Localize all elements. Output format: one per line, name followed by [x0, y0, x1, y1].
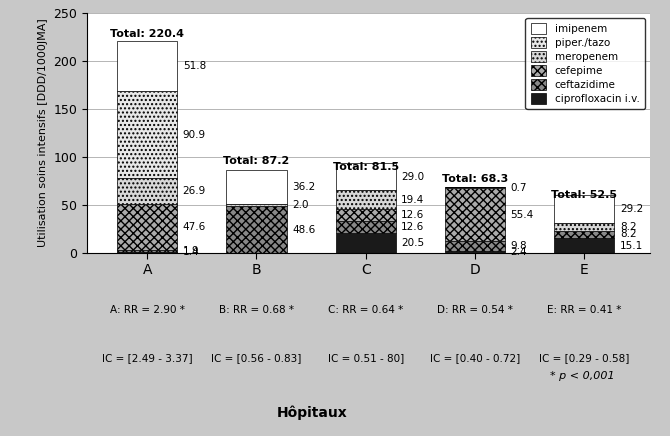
Text: * p < 0,001: * p < 0,001	[550, 371, 614, 381]
Bar	[445, 251, 505, 253]
Text: IC = 0.51 - 80]: IC = 0.51 - 80]	[328, 353, 404, 363]
Bar	[226, 206, 287, 253]
Text: 1.9: 1.9	[183, 245, 200, 255]
Text: 26.9: 26.9	[183, 186, 206, 196]
Text: Total: 68.3: Total: 68.3	[442, 174, 508, 184]
Y-axis label: Utilisation soins intensifs [DDD/1000JMA]: Utilisation soins intensifs [DDD/1000JMA…	[38, 19, 48, 247]
Text: Total: 87.2: Total: 87.2	[223, 157, 289, 167]
Text: 2.0: 2.0	[292, 200, 308, 210]
Text: Total: 81.5: Total: 81.5	[333, 162, 399, 172]
Text: 8.2: 8.2	[620, 221, 636, 232]
Text: A: RR = 2.90 *: A: RR = 2.90 *	[110, 305, 185, 315]
Bar	[336, 221, 396, 233]
Bar	[554, 238, 614, 253]
Text: 1.4: 1.4	[183, 247, 200, 257]
Bar	[117, 204, 178, 250]
Text: 55.4: 55.4	[511, 210, 534, 220]
Text: 12.6: 12.6	[401, 222, 425, 232]
Text: IC = [0.56 - 0.83]: IC = [0.56 - 0.83]	[211, 353, 302, 363]
Text: Hôpitaux: Hôpitaux	[277, 405, 348, 420]
Bar	[554, 223, 614, 231]
Bar	[336, 233, 396, 253]
Text: 48.6: 48.6	[292, 225, 316, 235]
Text: IC = [0.40 - 0.72]: IC = [0.40 - 0.72]	[430, 353, 520, 363]
Text: 90.9: 90.9	[183, 129, 206, 140]
Text: 29.2: 29.2	[620, 204, 643, 214]
Text: 0.7: 0.7	[511, 183, 527, 193]
Text: 9.8: 9.8	[511, 241, 527, 251]
Bar	[336, 209, 396, 221]
Bar	[554, 231, 614, 238]
Text: B: RR = 0.68 *: B: RR = 0.68 *	[219, 305, 294, 315]
Text: Total: 220.4: Total: 220.4	[110, 29, 184, 39]
Text: D: RR = 0.54 *: D: RR = 0.54 *	[437, 305, 513, 315]
Bar	[445, 241, 505, 251]
Text: 12.6: 12.6	[401, 210, 425, 220]
Bar	[554, 194, 614, 223]
Bar	[445, 187, 505, 188]
Text: 19.4: 19.4	[401, 195, 425, 205]
Bar	[117, 178, 178, 204]
Text: 15.1: 15.1	[620, 241, 643, 251]
Bar	[445, 188, 505, 241]
Text: 8.2: 8.2	[620, 229, 636, 239]
Text: 51.8: 51.8	[183, 61, 206, 71]
Text: 29.0: 29.0	[401, 171, 424, 181]
Bar	[117, 41, 178, 91]
Text: 20.5: 20.5	[401, 238, 424, 248]
Text: E: RR = 0.41 *: E: RR = 0.41 *	[547, 305, 622, 315]
Bar	[117, 91, 178, 178]
Bar	[226, 170, 287, 204]
Text: 47.6: 47.6	[183, 222, 206, 232]
Text: 2.4: 2.4	[511, 247, 527, 257]
Bar	[336, 163, 396, 191]
Bar	[117, 252, 178, 253]
Text: 36.2: 36.2	[292, 182, 316, 192]
Bar	[336, 191, 396, 209]
Bar	[226, 204, 287, 206]
Text: IC = [2.49 - 3.37]: IC = [2.49 - 3.37]	[102, 353, 192, 363]
Bar	[117, 250, 178, 252]
Text: IC = [0.29 - 0.58]: IC = [0.29 - 0.58]	[539, 353, 630, 363]
Text: C: RR = 0.64 *: C: RR = 0.64 *	[328, 305, 403, 315]
Text: Total: 52.5: Total: 52.5	[551, 190, 617, 200]
Legend: imipenem, piper./tazo, meropenem, cefepime, ceftazidime, ciprofloxacin i.v.: imipenem, piper./tazo, meropenem, cefepi…	[525, 18, 645, 109]
